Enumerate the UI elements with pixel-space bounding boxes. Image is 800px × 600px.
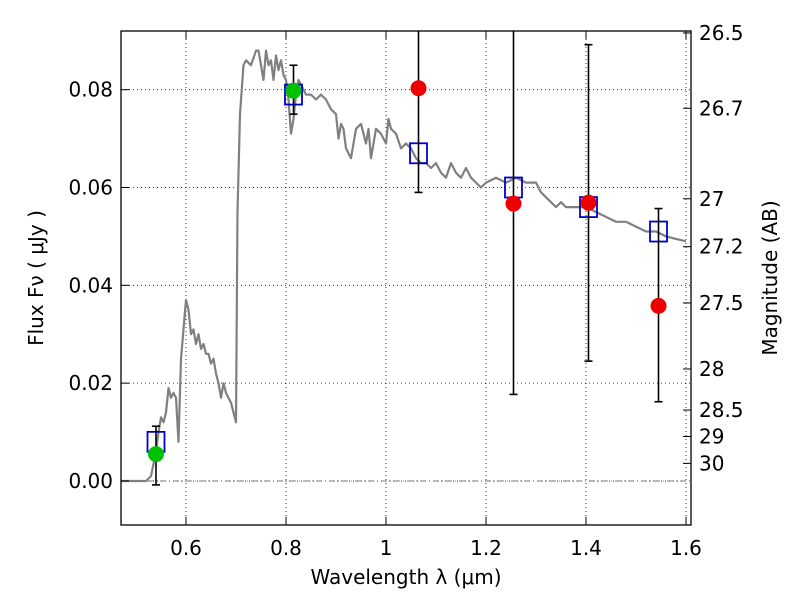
y2-tick-label: 30 xyxy=(699,451,724,475)
observed-point xyxy=(650,297,667,314)
x-axis-label: Wavelength λ (μm) xyxy=(310,565,501,589)
observed-point xyxy=(285,82,302,99)
y2-tick-label: 28.5 xyxy=(699,398,744,422)
x-tick-label: 0.8 xyxy=(270,536,302,560)
grid-lines xyxy=(121,31,691,525)
plot-frame xyxy=(120,30,692,526)
y2-tick-label: 27 xyxy=(699,187,724,211)
y2-axis-label: Magnitude (AB) xyxy=(758,200,782,355)
y2-tick-label: 27.2 xyxy=(699,235,744,259)
plot-area xyxy=(121,31,687,486)
observed-point xyxy=(505,195,522,212)
y-tick-label: 0.06 xyxy=(68,176,113,200)
x-tick-label: 1.4 xyxy=(570,536,602,560)
y2-tick-label: 28 xyxy=(699,357,724,381)
y-tick-label: 0.00 xyxy=(68,469,113,493)
y2-tick-label: 26.5 xyxy=(699,21,744,45)
observed-point xyxy=(580,194,597,211)
y-tick-label: 0.08 xyxy=(68,78,113,102)
y2-tick-label: 29 xyxy=(699,424,724,448)
y2-tick-label: 27.5 xyxy=(699,291,744,315)
x-tick-label: 1.2 xyxy=(470,536,502,560)
spectrum-line xyxy=(121,49,687,483)
observed-point xyxy=(148,446,164,463)
y-tick-label: 0.04 xyxy=(68,273,113,297)
x-tick-label: 0.6 xyxy=(170,536,202,560)
y2-tick-label: 26.7 xyxy=(699,96,744,120)
observed-point xyxy=(410,80,427,97)
y-tick-label: 0.02 xyxy=(68,371,113,395)
tick-labels: 0.6 0.8 1 1.2 1.4 1.6 0.00 0.02 0.04 0.06 0.08 26.5… xyxy=(68,21,743,560)
x-tick-label: 1 xyxy=(380,536,393,560)
x-tick-label: 1.6 xyxy=(670,536,702,560)
y-axis-label: Flux Fν ( μJy ) xyxy=(24,210,48,346)
axis-ticks xyxy=(121,31,691,525)
